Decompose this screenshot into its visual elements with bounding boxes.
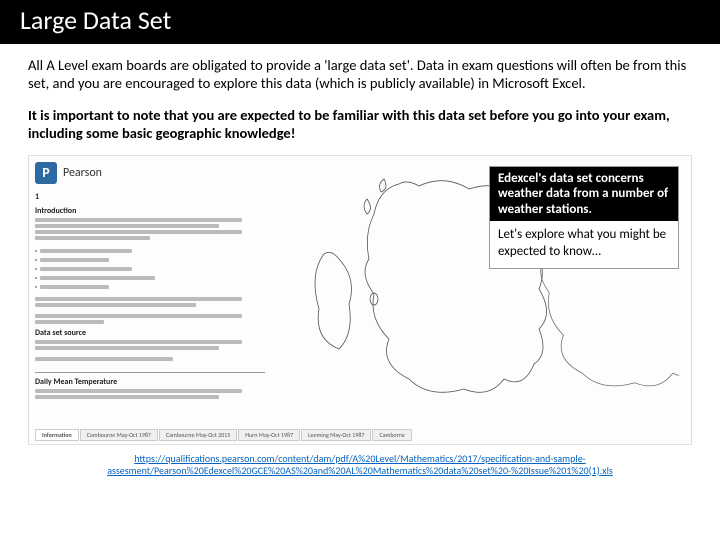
blur-text [35,218,242,222]
sheet-tab[interactable]: Cambourne May-Oct 2015 [159,429,237,441]
sheet-tab[interactable]: Hurn May-Oct 1987 [238,429,300,441]
logo-mark: P [35,162,57,184]
callout-header: Edexcel's data set concerns weather data… [490,167,678,222]
blur-text [35,395,219,399]
emphasis-paragraph: It is important to note that you are exp… [28,106,692,142]
blur-text [35,297,242,301]
blur-text [35,320,104,324]
embedded-document: P Pearson 1 Introduction Data set source… [28,155,692,445]
blur-text [35,314,242,318]
callout-box: Edexcel's data set concerns weather data… [489,166,679,269]
sheet-tab[interactable]: Leeming May-Oct 1987 [301,429,371,441]
blur-text [35,230,242,234]
blur-text [35,389,242,393]
source-link: https://qualifications.pearson.com/conte… [0,445,720,477]
doc-heading-temp: Daily Mean Temperature [35,377,265,387]
bullet-item [35,274,265,282]
source-url[interactable]: https://qualifications.pearson.com/conte… [107,452,613,477]
blur-text [35,236,150,240]
logo-brand: Pearson [63,166,102,180]
callout-body: Let's explore what you might be expected… [490,221,678,268]
pearson-logo: P Pearson [35,162,265,184]
page-title: Large Data Set [0,0,720,44]
blur-text [35,346,219,350]
bullet-item [35,256,265,264]
blur-text [35,340,242,344]
content-area: All A Level exam boards are obligated to… [0,44,720,143]
bullet-item [35,247,265,255]
blur-text [35,357,173,361]
sheet-tab[interactable]: Camborne [372,429,411,441]
bullet-item [35,265,265,273]
sheet-tab[interactable]: Information [35,429,79,441]
doc-heading-source: Data set source [35,328,265,338]
intro-paragraph: All A Level exam boards are obligated to… [28,56,692,92]
blur-text [35,303,196,307]
blur-text [35,224,219,228]
doc-section-num: 1 [35,192,265,202]
doc-heading-intro: Introduction [35,206,265,216]
doc-left-panel: P Pearson 1 Introduction Data set source… [35,162,265,422]
sheet-tabs: Information Cambourne May-Oct 1987 Cambo… [35,428,685,442]
bullet-item [35,283,265,291]
sheet-tab[interactable]: Cambourne May-Oct 1987 [80,429,158,441]
